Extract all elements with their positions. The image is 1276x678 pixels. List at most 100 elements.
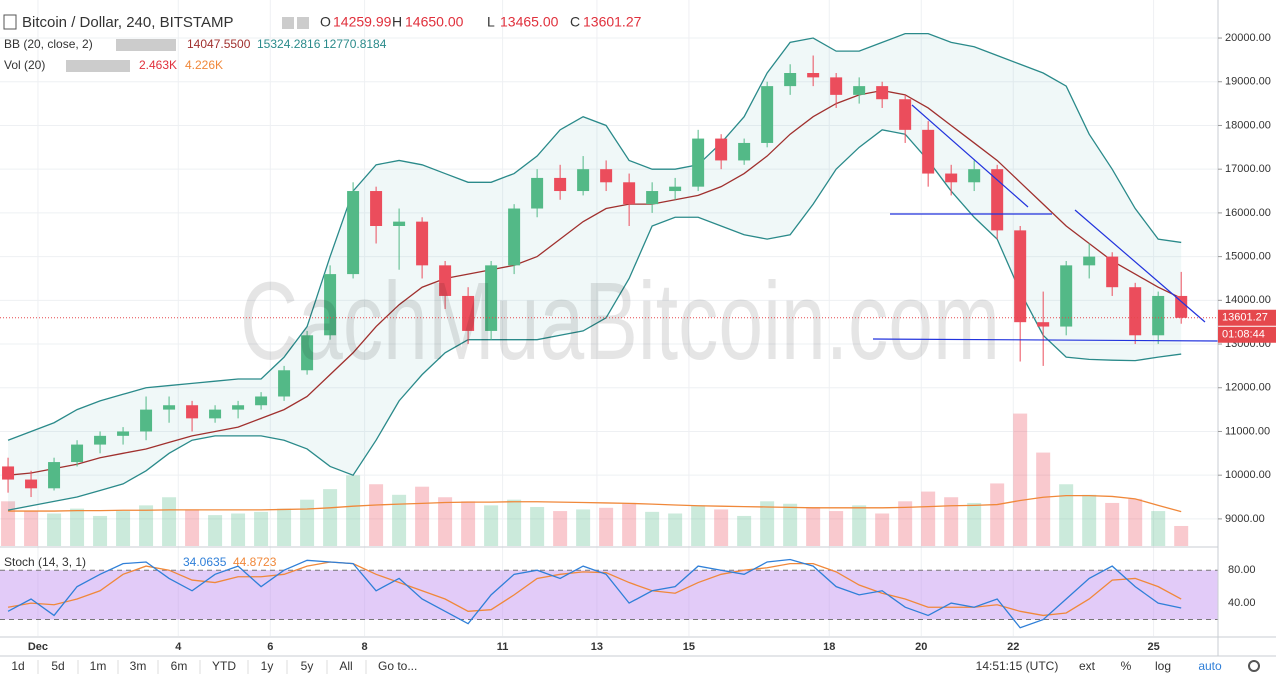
candle-body [600,169,613,183]
candle-body [1175,295,1188,318]
volume-bar [783,503,798,546]
bb-basis-line [7,89,1182,476]
ohlc-value: 13601.27 [583,14,642,30]
volume-bar [162,497,177,546]
x-tick-label: 13 [591,641,603,653]
range-button[interactable]: All [339,659,352,673]
y-tick-label: 11000.00 [1225,425,1270,437]
candle-body [25,479,38,489]
y-tick-label: 16000.00 [1225,207,1271,219]
candle-body [347,191,360,275]
chart-title: Bitcoin / Dollar, 240, BITSTAMP [22,14,233,31]
range-button[interactable]: 3m [130,659,147,673]
candle-body [669,186,682,192]
candle-body [117,431,130,436]
candle-body [462,295,475,331]
trend-line [872,338,1219,342]
stoch-k-value: 34.0635 [183,555,227,569]
volume-bar [392,494,407,546]
range-button[interactable]: 1m [90,659,107,673]
option-button[interactable]: ext [1079,659,1096,673]
candle-body [1060,265,1073,327]
volume-bar [599,507,614,546]
icon [116,39,176,51]
stoch-d-line [7,561,1182,617]
option-button[interactable]: log [1155,659,1171,673]
volume-bar [1151,511,1166,546]
candle-body [140,409,153,432]
ohlc-key: L [487,14,495,30]
candle-body [439,265,452,296]
volume-bar [737,515,752,546]
volume-panel [1,413,1189,546]
candle-body [2,466,15,480]
settings-icon[interactable] [1248,660,1260,672]
volume-bar [553,511,568,546]
volume-bar [185,509,200,546]
candle-body [554,177,567,192]
candle-body [853,86,866,95]
range-button[interactable]: 5y [301,659,314,673]
stoch-tick-label: 40.00 [1228,597,1256,609]
ohlc-key: C [570,14,580,30]
candle-body [531,177,544,209]
ohlc-value: 14259.99 [333,14,392,30]
y-tick-label: 14000.00 [1225,294,1271,306]
candle-body [416,221,429,266]
y-tick-label: 20000.00 [1225,32,1271,44]
candle-body [48,462,61,489]
volume-bar [484,505,499,546]
stoch-k-line [7,558,1182,629]
vol-value: 2.463K [139,58,177,72]
y-tick-label: 10000.00 [1225,469,1271,481]
range-button[interactable]: 6m [171,659,188,673]
trend-lines [872,104,1219,342]
volume-bar [806,507,821,546]
trend-line [911,104,1029,208]
volume-bar [1059,484,1074,546]
x-tick-label: 25 [1147,641,1159,653]
volume-bar [668,513,683,546]
volume-bar [116,511,131,546]
candle-body [301,335,314,371]
range-button[interactable]: 1d [11,659,24,673]
legend-icons [66,17,309,72]
last-price-box [1218,309,1276,326]
vol-ma-value: 4.226K [185,58,223,72]
icon [66,60,130,72]
candle-body [577,169,590,192]
candle-body [209,409,222,419]
trend-line [1074,209,1206,323]
y-tick-label: 18000.00 [1225,119,1271,131]
volume-bar [691,505,706,546]
candle-body [692,138,705,187]
option-button[interactable]: % [1121,659,1132,673]
range-button[interactable]: 5d [51,659,64,673]
y-tick-label: 9000.00 [1225,513,1265,525]
volume-bar [369,484,384,546]
watermark: CachMuaBitcoin.com [240,260,1000,383]
range-button[interactable]: 1y [261,659,274,673]
x-tick-label: 15 [683,641,695,653]
volume-bar [990,483,1005,546]
stoch-d-value: 44.8723 [233,555,277,569]
icon [297,17,309,29]
candle-body [163,405,176,410]
volume-bar [714,509,729,546]
volume-bar [507,499,522,546]
range-button[interactable]: YTD [212,659,236,673]
bb-upper-line [7,33,1182,441]
y-tick-label: 15000.00 [1225,251,1271,263]
stochastic-panel [0,558,1218,629]
goto-button[interactable]: Go to... [378,659,417,673]
countdown-label: 01:08:44 [1222,329,1265,341]
x-tick-label: 11 [497,641,509,653]
ohlc-key: H [392,14,402,30]
x-tick-label: 4 [175,641,182,653]
option-button[interactable]: auto [1198,659,1222,673]
candle-body [186,405,199,419]
candle-body [485,265,498,331]
x-tick-label: 22 [1007,641,1019,653]
